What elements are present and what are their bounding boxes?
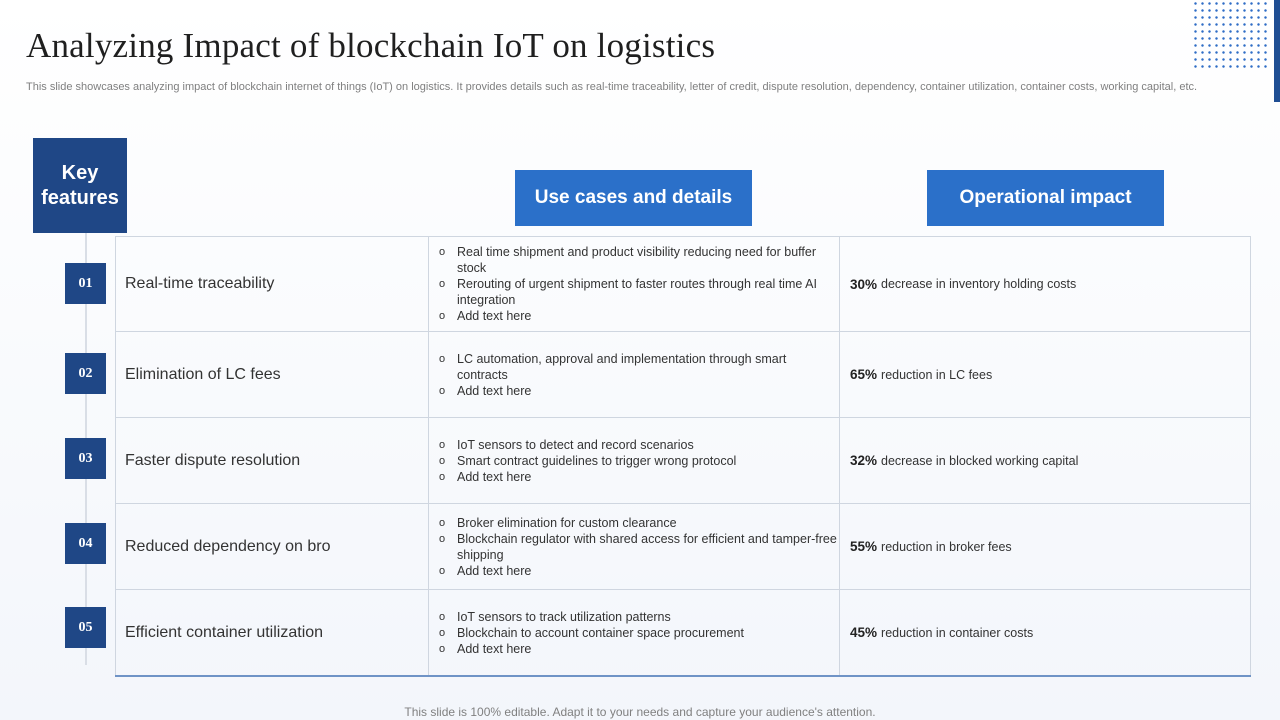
operational-impact-header: Operational impact <box>927 170 1164 226</box>
list-item: Add text here <box>439 383 839 399</box>
key-features-line2: features <box>41 186 119 209</box>
footer-note: This slide is 100% editable. Adapt it to… <box>404 705 876 719</box>
row-number-badge: 02 <box>65 353 106 394</box>
list-item: Blockchain regulator with shared access … <box>439 531 839 563</box>
row-number-badge: 01 <box>65 263 106 304</box>
impact-text: reduction in container costs <box>881 625 1034 640</box>
feature-cell: Efficient container utilization <box>115 590 428 675</box>
use-cases-list: IoT sensors to track utilization pattern… <box>439 609 744 657</box>
impact-table: Real-time traceability Real time shipmen… <box>115 236 1251 677</box>
list-item: IoT sensors to detect and record scenari… <box>439 437 736 453</box>
list-item: Blockchain to account container space pr… <box>439 625 744 641</box>
feature-cell: Real-time traceability <box>115 237 428 331</box>
accent-bar <box>1274 0 1280 102</box>
list-item: Add text here <box>439 469 736 485</box>
slide-title: Analyzing Impact of blockchain IoT on lo… <box>26 26 716 65</box>
impact-text: decrease in blocked working capital <box>881 453 1079 468</box>
use-cases-list: LC automation, approval and implementati… <box>439 351 839 399</box>
feature-cell: Elimination of LC fees <box>115 332 428 417</box>
impact-value: 45% <box>850 625 878 640</box>
use-cases-cell: Broker elimination for custom clearance … <box>428 504 839 589</box>
impact-value: 30% <box>850 276 878 292</box>
key-features-header: Key features <box>33 138 127 233</box>
list-item: LC automation, approval and implementati… <box>439 351 839 383</box>
use-cases-list: IoT sensors to detect and record scenari… <box>439 437 736 485</box>
list-item: Real time shipment and product visibilit… <box>439 244 839 276</box>
table-row: Reduced dependency on bro Broker elimina… <box>115 504 1251 590</box>
row-number-badge: 04 <box>65 523 106 564</box>
list-item: Add text here <box>439 641 744 657</box>
impact-text: reduction in LC fees <box>881 367 993 382</box>
list-item: Add text here <box>439 308 839 324</box>
key-features-line1: Key <box>61 161 99 184</box>
table-row: Faster dispute resolution IoT sensors to… <box>115 418 1251 504</box>
impact-text: decrease in inventory holding costs <box>881 277 1077 291</box>
list-item: Add text here <box>439 563 839 579</box>
impact-cell: 30% decrease in inventory holding costs <box>839 237 1251 331</box>
impact-cell: 65% reduction in LC fees <box>839 332 1251 417</box>
use-cases-list: Broker elimination for custom clearance … <box>439 515 839 579</box>
impact-value: 55% <box>850 539 878 554</box>
use-cases-cell: IoT sensors to detect and record scenari… <box>428 418 839 503</box>
list-item: IoT sensors to track utilization pattern… <box>439 609 744 625</box>
use-cases-cell: Real time shipment and product visibilit… <box>428 237 839 331</box>
list-item: Broker elimination for custom clearance <box>439 515 839 531</box>
list-item: Smart contract guidelines to trigger wro… <box>439 453 736 469</box>
list-item: Rerouting of urgent shipment to faster r… <box>439 276 839 308</box>
row-number-badge: 03 <box>65 438 106 479</box>
row-number-badge: 05 <box>65 607 106 648</box>
impact-cell: 55% reduction in broker fees <box>839 504 1251 589</box>
dot-pattern-decoration <box>1192 0 1268 70</box>
use-cases-cell: IoT sensors to track utilization pattern… <box>428 590 839 675</box>
table-row: Efficient container utilization IoT sens… <box>115 590 1251 675</box>
use-cases-header: Use cases and details <box>515 170 752 226</box>
table-row: Elimination of LC fees LC automation, ap… <box>115 332 1251 418</box>
table-row: Real-time traceability Real time shipmen… <box>115 237 1251 332</box>
use-cases-cell: LC automation, approval and implementati… <box>428 332 839 417</box>
use-cases-list: Real time shipment and product visibilit… <box>439 244 839 324</box>
impact-cell: 45% reduction in container costs <box>839 590 1251 675</box>
impact-value: 32% <box>850 453 878 468</box>
feature-cell: Reduced dependency on bro <box>115 504 428 589</box>
impact-value: 65% <box>850 367 878 382</box>
impact-cell: 32% decrease in blocked working capital <box>839 418 1251 503</box>
impact-text: reduction in broker fees <box>881 539 1012 554</box>
feature-cell: Faster dispute resolution <box>115 418 428 503</box>
slide-subtitle: This slide showcases analyzing impact of… <box>26 81 1198 93</box>
